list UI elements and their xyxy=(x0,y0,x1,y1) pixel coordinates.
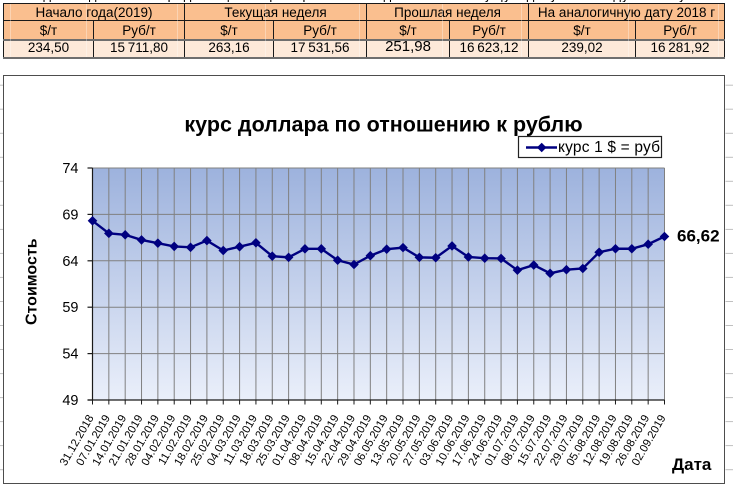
svg-text:Стоимость: Стоимость xyxy=(24,238,41,325)
svg-text:66,62: 66,62 xyxy=(677,227,720,246)
svg-text:54: 54 xyxy=(62,347,78,363)
svg-text:курс доллара по отношению к ру: курс доллара по отношению к рублю xyxy=(184,113,582,137)
svg-text:курс 1 $ = руб: курс 1 $ = руб xyxy=(558,139,660,156)
svg-text:59: 59 xyxy=(62,300,78,316)
svg-text:74: 74 xyxy=(62,161,78,177)
svg-text:49: 49 xyxy=(62,393,78,409)
svg-text:64: 64 xyxy=(62,254,78,270)
svg-text:Дата: Дата xyxy=(672,455,712,474)
svg-text:69: 69 xyxy=(62,207,78,223)
